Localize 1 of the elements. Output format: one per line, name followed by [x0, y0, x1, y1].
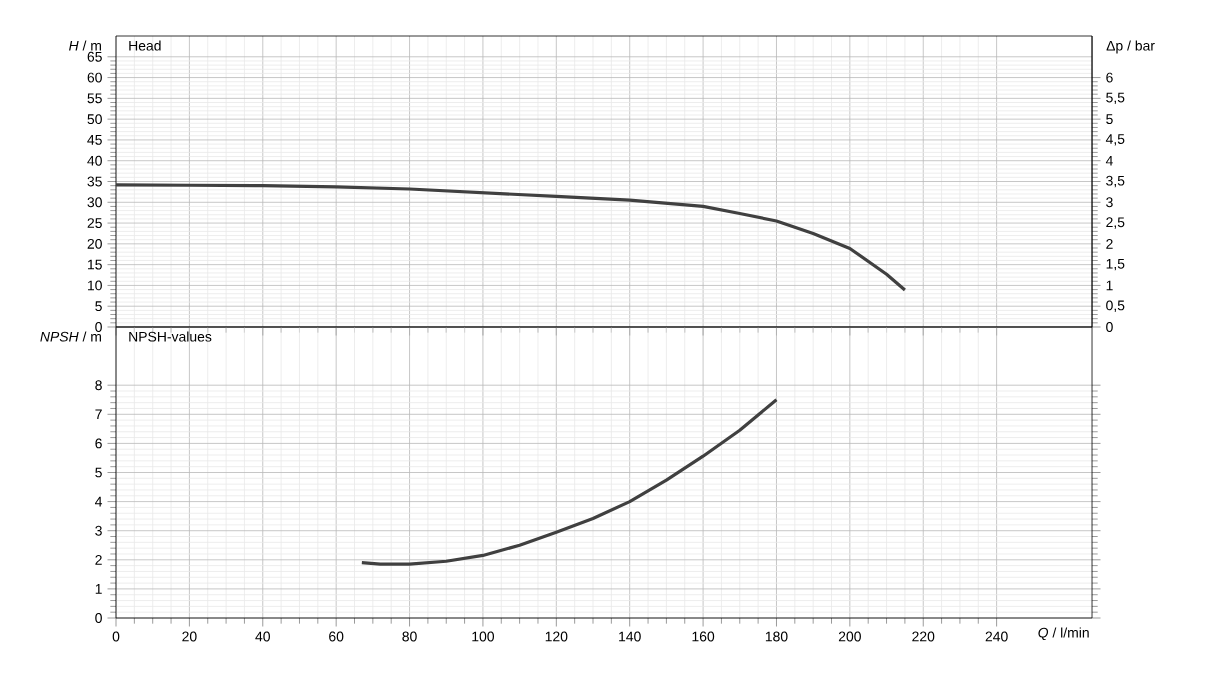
line-series	[360, 398, 779, 566]
